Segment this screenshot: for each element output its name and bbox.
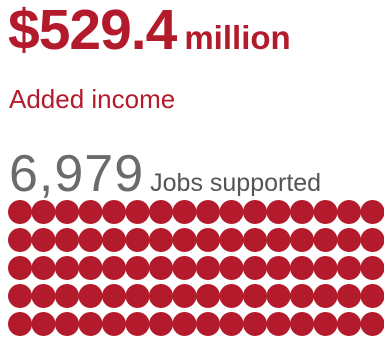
filled-circle-icon (243, 256, 267, 280)
filled-circle-icon (55, 228, 79, 252)
filled-circle-icon (360, 200, 384, 224)
filled-circle-icon (125, 228, 150, 252)
filled-circle-icon (102, 284, 126, 308)
filled-circle-icon (290, 284, 314, 308)
filled-circle-icon (172, 256, 197, 280)
filled-circle-icon (8, 200, 32, 224)
filled-circle-icon (8, 312, 32, 336)
filled-circle-icon (313, 284, 338, 308)
filled-circle-icon (149, 256, 173, 280)
filled-circle-icon (102, 200, 126, 224)
filled-circle-icon (313, 200, 338, 224)
filled-circle-icon (102, 228, 126, 252)
filled-circle-icon (125, 312, 150, 336)
filled-circle-icon (196, 256, 220, 280)
filled-circle-icon (313, 228, 338, 252)
filled-circle-icon (55, 312, 79, 336)
filled-circle-icon (337, 256, 361, 280)
filled-circle-icon (266, 200, 291, 224)
filled-circle-icon (219, 228, 244, 252)
filled-circle-icon (78, 312, 103, 336)
filled-circle-icon (78, 284, 103, 308)
filled-circle-icon (337, 284, 361, 308)
filled-circle-icon (290, 228, 314, 252)
filled-circle-icon (290, 200, 314, 224)
filled-circle-icon (149, 200, 173, 224)
filled-circle-icon (243, 200, 267, 224)
filled-circle-icon (219, 256, 244, 280)
filled-circle-icon (172, 312, 197, 336)
filled-circle-icon (313, 256, 338, 280)
filled-circle-icon (219, 312, 244, 336)
jobs-headline: 6,979 Jobs supported (9, 148, 321, 200)
filled-circle-icon (219, 284, 244, 308)
filled-circle-icon (55, 284, 79, 308)
income-unit: million (184, 19, 291, 56)
filled-circle-icon (31, 228, 56, 252)
filled-circle-icon (243, 312, 267, 336)
filled-circle-icon (8, 228, 32, 252)
filled-circle-icon (31, 312, 56, 336)
filled-circle-icon (337, 228, 361, 252)
filled-circle-icon (196, 228, 220, 252)
filled-circle-icon (78, 256, 103, 280)
filled-circle-icon (31, 256, 56, 280)
filled-circle-icon (55, 256, 79, 280)
filled-circle-icon (31, 284, 56, 308)
filled-circle-icon (78, 228, 103, 252)
jobs-value: 6,979 (9, 145, 145, 203)
jobs-dot-grid (8, 200, 384, 336)
filled-circle-icon (78, 200, 103, 224)
filled-circle-icon (266, 256, 291, 280)
filled-circle-icon (149, 312, 173, 336)
income-label: Added income (9, 84, 176, 114)
filled-circle-icon (125, 200, 150, 224)
filled-circle-icon (360, 228, 384, 252)
jobs-label: Jobs supported (150, 169, 322, 197)
filled-circle-icon (125, 284, 150, 308)
filled-circle-icon (8, 256, 32, 280)
filled-circle-icon (102, 312, 126, 336)
filled-circle-icon (102, 256, 126, 280)
income-headline: $529.4 million (8, 2, 291, 59)
filled-circle-icon (196, 312, 220, 336)
filled-circle-icon (266, 312, 291, 336)
filled-circle-icon (8, 284, 32, 308)
filled-circle-icon (172, 284, 197, 308)
filled-circle-icon (243, 228, 267, 252)
filled-circle-icon (360, 312, 384, 336)
filled-circle-icon (290, 256, 314, 280)
filled-circle-icon (172, 200, 197, 224)
filled-circle-icon (290, 312, 314, 336)
filled-circle-icon (243, 284, 267, 308)
filled-circle-icon (125, 256, 150, 280)
filled-circle-icon (266, 284, 291, 308)
filled-circle-icon (31, 200, 56, 224)
filled-circle-icon (172, 228, 197, 252)
filled-circle-icon (313, 312, 338, 336)
filled-circle-icon (219, 200, 244, 224)
filled-circle-icon (149, 284, 173, 308)
filled-circle-icon (196, 200, 220, 224)
filled-circle-icon (360, 284, 384, 308)
filled-circle-icon (266, 228, 291, 252)
filled-circle-icon (149, 228, 173, 252)
filled-circle-icon (337, 312, 361, 336)
filled-circle-icon (196, 284, 220, 308)
filled-circle-icon (55, 200, 79, 224)
income-value: $529.4 (8, 0, 177, 62)
filled-circle-icon (337, 200, 361, 224)
filled-circle-icon (360, 256, 384, 280)
